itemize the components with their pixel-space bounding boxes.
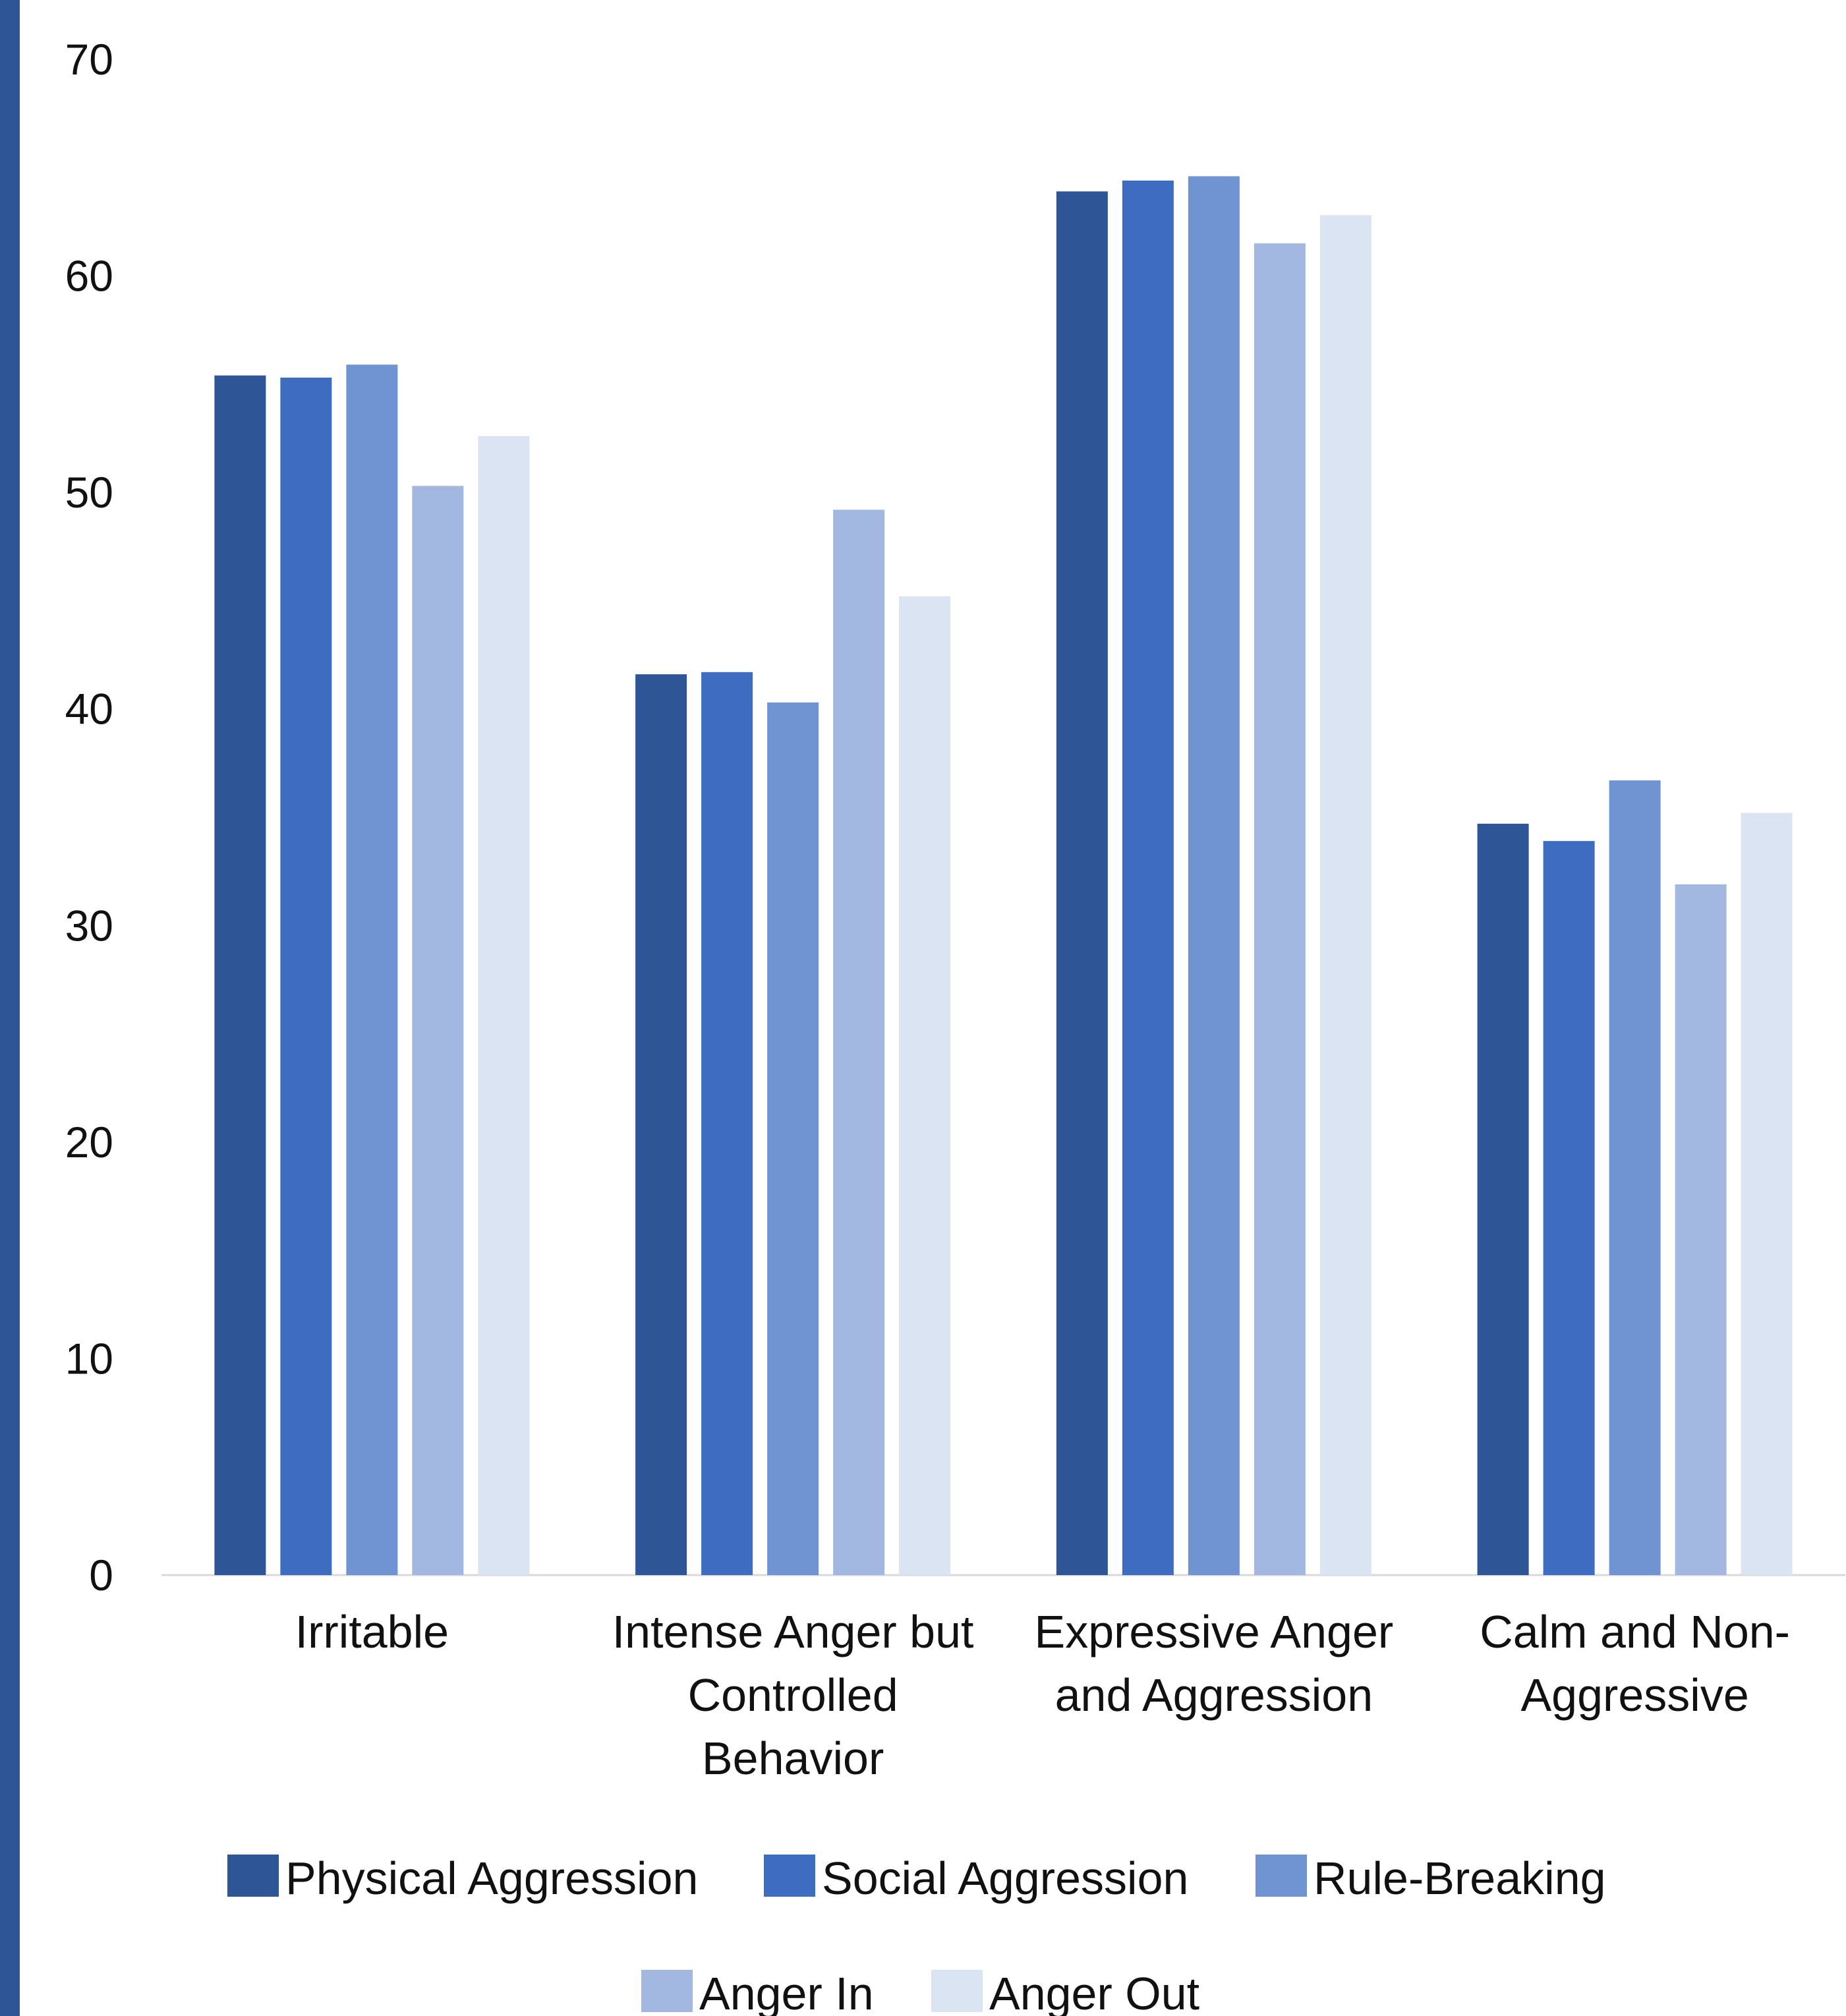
left-accent-stripe (0, 0, 20, 2016)
bar (1254, 243, 1306, 1576)
category-label-line: Irritable (295, 1606, 449, 1657)
y-tick-label: 40 (65, 685, 113, 734)
y-tick-label: 50 (65, 468, 113, 517)
legend-swatch (764, 1855, 815, 1897)
legend-label: Physical Aggression (285, 1853, 698, 1904)
category-label-line: Intense Anger but (612, 1606, 974, 1657)
category-label-line: and Aggression (1055, 1669, 1373, 1721)
y-tick-label: 10 (65, 1334, 113, 1383)
bar (1675, 884, 1727, 1575)
legend: Physical Aggression Social Aggression Rule… (227, 1853, 1606, 2016)
category-label-line: Expressive Anger (1035, 1606, 1394, 1657)
legend-label: Anger In (699, 1968, 874, 2016)
bar (701, 672, 753, 1575)
bar (1543, 841, 1595, 1575)
legend-label: Anger Out (989, 1968, 1199, 2016)
y-tick-label: 60 (65, 252, 113, 301)
bar (412, 486, 464, 1576)
y-tick-label: 70 (65, 35, 113, 84)
bar (478, 436, 530, 1575)
legend-swatch (641, 1970, 693, 2012)
bar (1609, 780, 1661, 1575)
bars (214, 176, 1793, 1576)
bar (1188, 176, 1240, 1576)
category-label: Irritable (295, 1606, 449, 1657)
bar (214, 375, 266, 1575)
category-label-line: Aggressive (1520, 1669, 1748, 1721)
category-labels: Irritable Intense Anger but Controlled Beha… (295, 1606, 1790, 1784)
legend-swatch (1255, 1855, 1307, 1897)
category-label-line: Calm and Non- (1480, 1606, 1790, 1657)
y-tick-label: 0 (89, 1551, 113, 1599)
legend-label: Social Aggression (822, 1853, 1188, 1904)
category-label: Calm and Non- Aggressive (1480, 1606, 1790, 1721)
y-tick-label: 20 (65, 1118, 113, 1166)
bar (1741, 813, 1793, 1575)
y-axis-tick-labels: 0 10 20 30 40 50 60 70 (65, 35, 113, 1599)
bar (346, 364, 398, 1576)
bar (1056, 191, 1108, 1576)
category-label: Expressive Anger and Aggression (1035, 1606, 1394, 1721)
legend-label: Rule-Breaking (1313, 1853, 1606, 1904)
bar (1122, 181, 1174, 1575)
bar (280, 378, 332, 1575)
bar (899, 596, 951, 1575)
bar (1319, 215, 1371, 1575)
legend-swatch (227, 1855, 279, 1897)
category-label-line: Behavior (702, 1733, 884, 1784)
legend-swatch (931, 1970, 983, 2012)
bar (767, 702, 819, 1575)
bar (635, 674, 687, 1576)
y-tick-label: 30 (65, 901, 113, 950)
category-label-line: Controlled (688, 1669, 898, 1721)
bar (1477, 823, 1529, 1575)
category-label: Intense Anger but Controlled Behavior (612, 1606, 974, 1784)
bar (833, 509, 885, 1575)
